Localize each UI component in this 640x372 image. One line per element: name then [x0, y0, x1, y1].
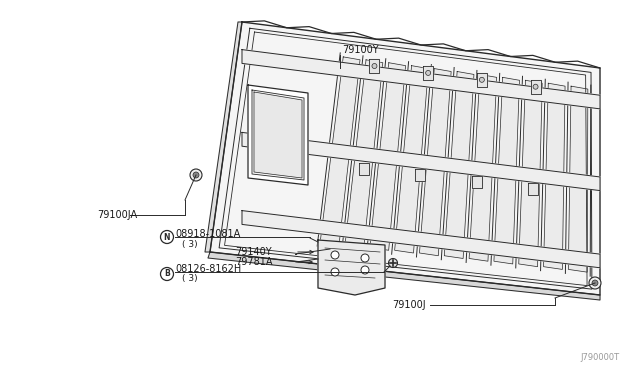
- Polygon shape: [543, 83, 565, 269]
- Circle shape: [388, 259, 397, 267]
- Text: 08918-1081A: 08918-1081A: [175, 229, 240, 239]
- Text: 79781A: 79781A: [235, 257, 273, 267]
- Polygon shape: [210, 22, 600, 295]
- Text: ( 3): ( 3): [182, 273, 198, 282]
- Polygon shape: [472, 176, 481, 188]
- Text: 79100JA: 79100JA: [97, 210, 137, 220]
- Circle shape: [161, 267, 173, 280]
- Text: 79100J: 79100J: [392, 300, 426, 310]
- Circle shape: [193, 172, 199, 178]
- Polygon shape: [415, 169, 426, 182]
- Text: B: B: [164, 269, 170, 279]
- Polygon shape: [345, 60, 383, 247]
- Circle shape: [361, 266, 369, 274]
- Circle shape: [331, 251, 339, 259]
- Polygon shape: [444, 71, 474, 259]
- Circle shape: [372, 64, 377, 68]
- Circle shape: [190, 169, 202, 181]
- Polygon shape: [494, 77, 520, 264]
- Polygon shape: [527, 183, 538, 195]
- Text: 79100Y: 79100Y: [342, 45, 379, 55]
- Circle shape: [533, 84, 538, 89]
- Polygon shape: [423, 66, 433, 80]
- Polygon shape: [318, 240, 385, 295]
- Polygon shape: [219, 28, 592, 289]
- Polygon shape: [568, 86, 588, 272]
- Text: 08126-8162H: 08126-8162H: [175, 264, 241, 274]
- Polygon shape: [469, 74, 497, 261]
- Polygon shape: [360, 163, 369, 174]
- Polygon shape: [208, 252, 600, 300]
- Polygon shape: [419, 68, 451, 256]
- Polygon shape: [242, 211, 600, 268]
- Polygon shape: [320, 57, 360, 245]
- Polygon shape: [477, 73, 487, 87]
- Circle shape: [589, 277, 601, 289]
- Text: J790000T: J790000T: [581, 353, 620, 362]
- Polygon shape: [254, 92, 302, 178]
- Circle shape: [361, 254, 369, 262]
- Text: 79140Y: 79140Y: [235, 247, 271, 257]
- Polygon shape: [531, 80, 541, 94]
- Circle shape: [426, 70, 431, 76]
- Polygon shape: [205, 22, 242, 252]
- Polygon shape: [252, 90, 304, 180]
- Circle shape: [479, 77, 484, 82]
- Polygon shape: [242, 49, 600, 109]
- Text: N: N: [164, 232, 170, 241]
- Circle shape: [161, 231, 173, 244]
- Circle shape: [592, 280, 598, 286]
- Polygon shape: [248, 85, 308, 185]
- Text: ( 3): ( 3): [182, 240, 198, 248]
- Polygon shape: [225, 32, 587, 286]
- Polygon shape: [519, 80, 542, 267]
- Circle shape: [331, 268, 339, 276]
- Polygon shape: [242, 132, 600, 190]
- Polygon shape: [395, 66, 428, 253]
- Polygon shape: [369, 59, 380, 73]
- Polygon shape: [370, 63, 406, 250]
